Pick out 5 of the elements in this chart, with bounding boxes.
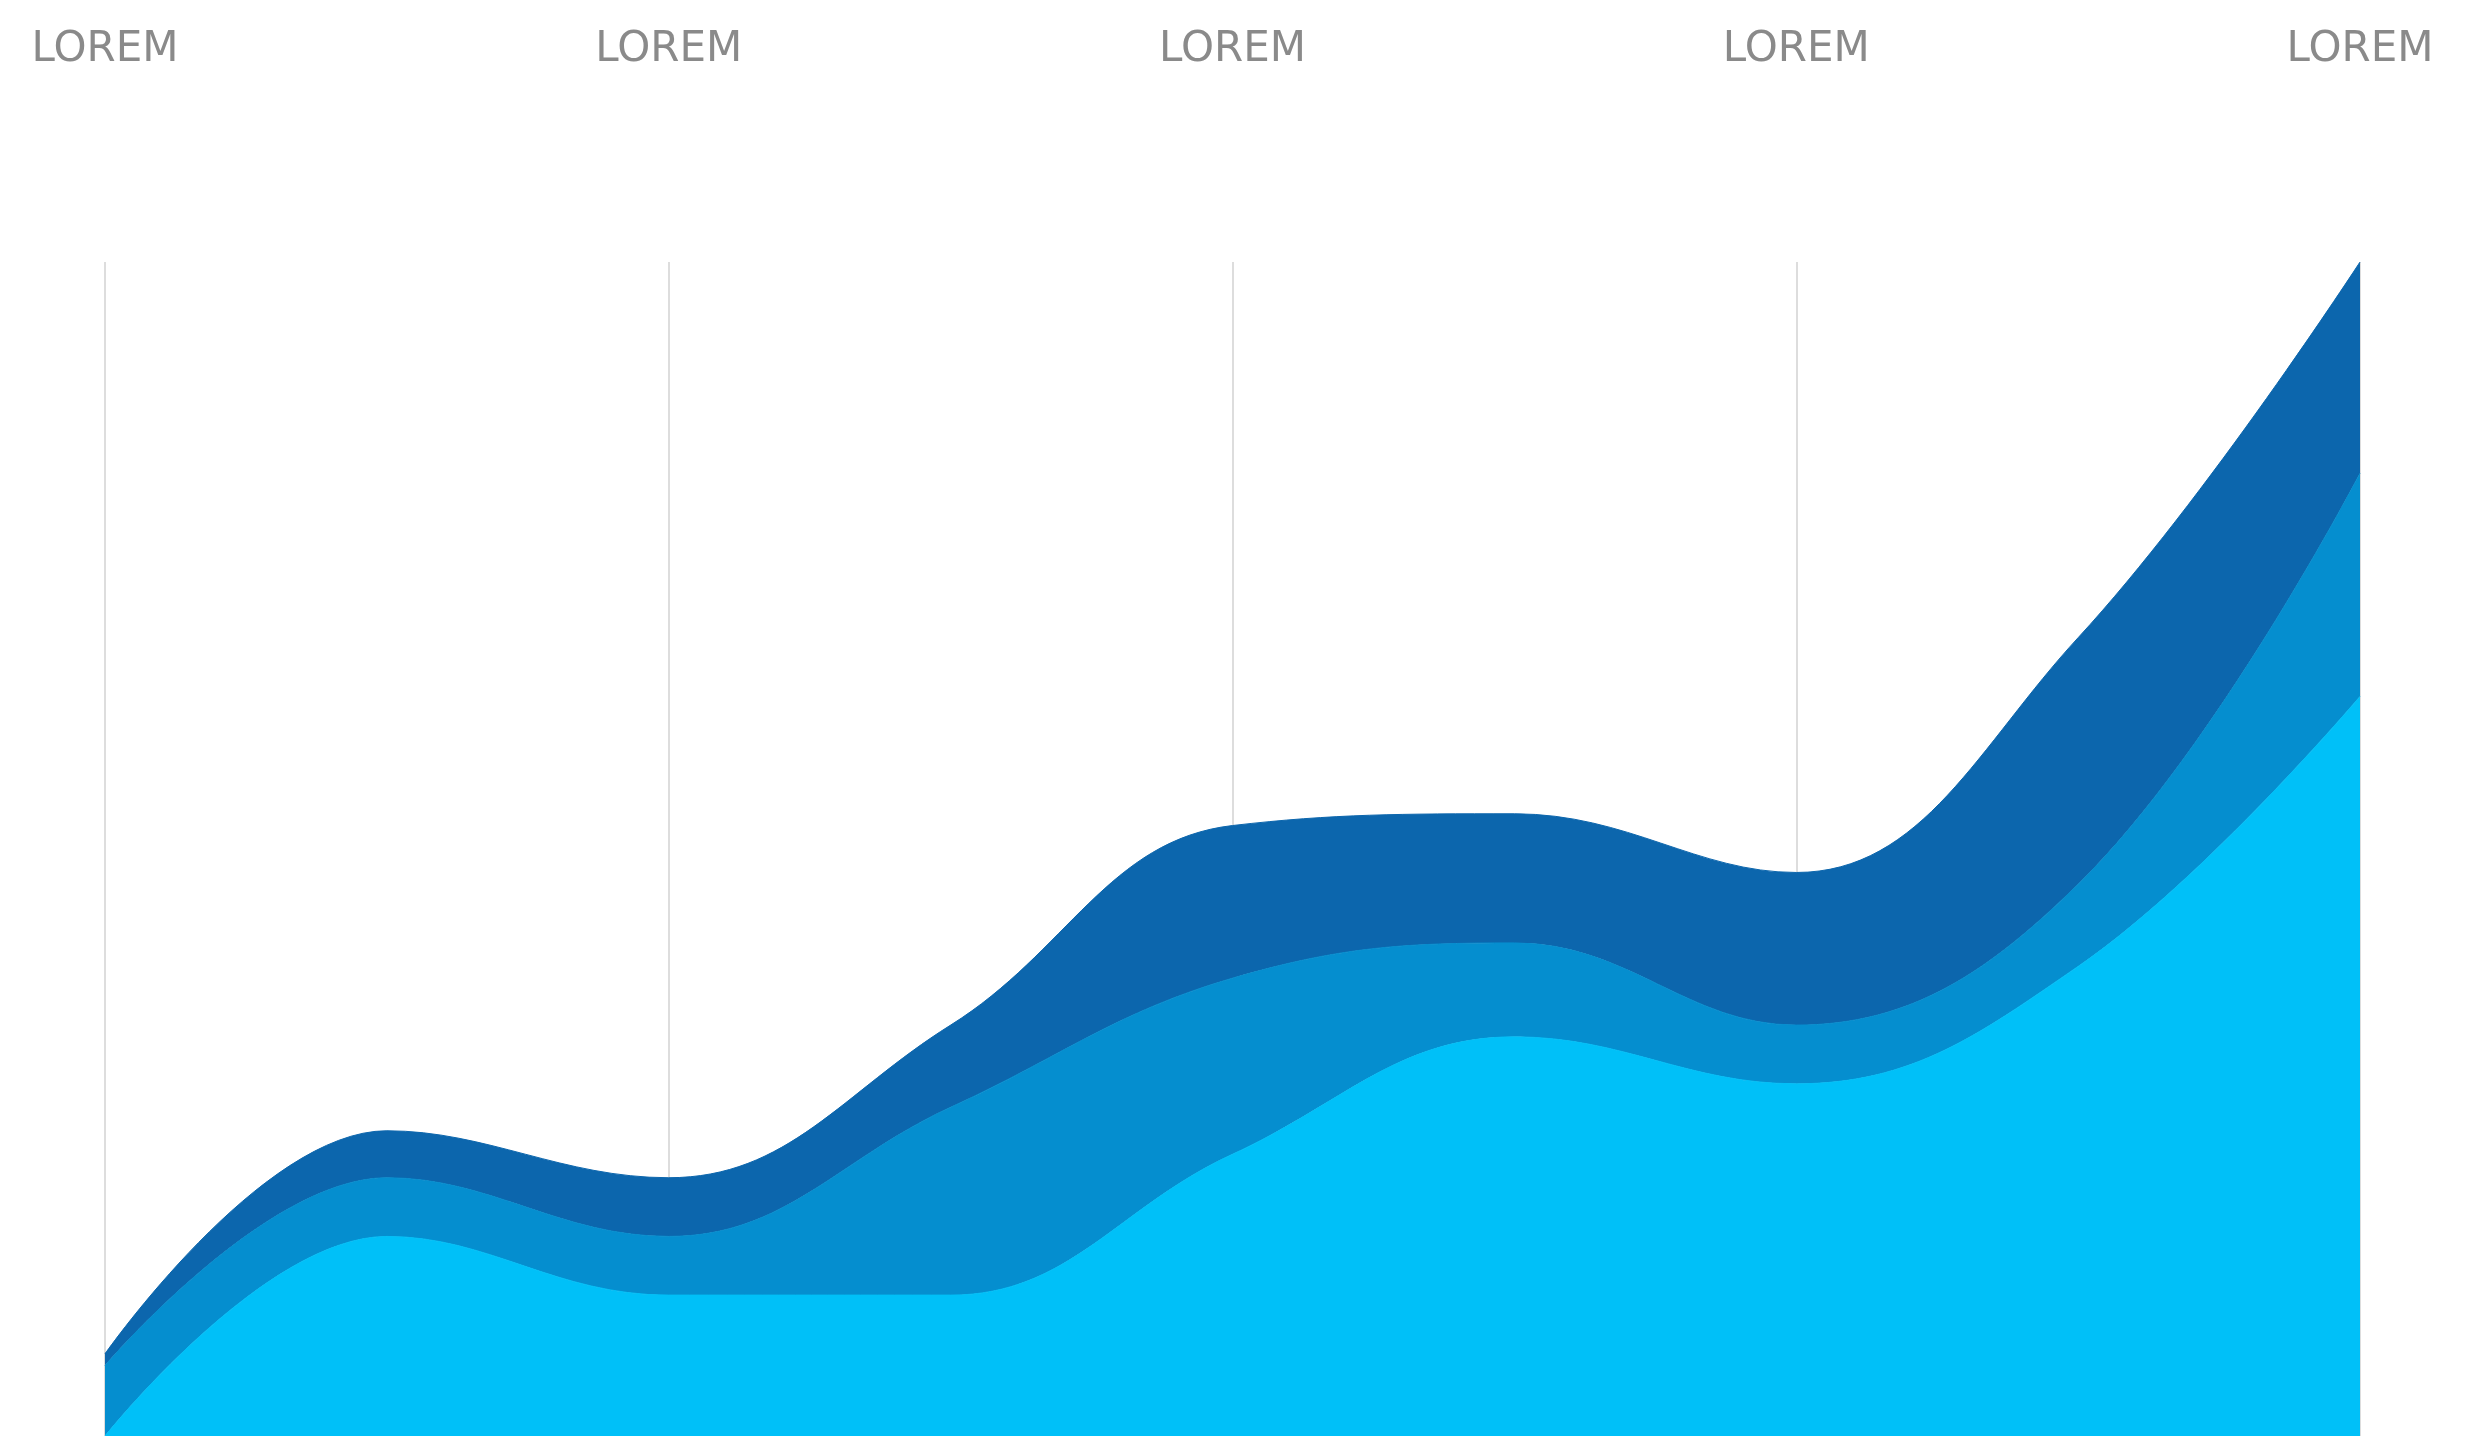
x-tick-label: LOREM	[1722, 21, 1870, 71]
x-tick-label: LOREM	[2286, 21, 2434, 71]
x-tick-label: LOREM	[31, 21, 179, 71]
x-tick-label: LOREM	[595, 21, 743, 71]
x-tick-label: LOREM	[1159, 21, 1306, 71]
